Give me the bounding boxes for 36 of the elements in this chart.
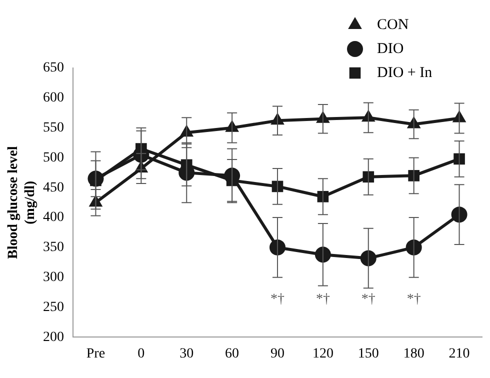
point [408, 170, 420, 182]
x-tick-label: 180 [403, 346, 424, 362]
point [270, 239, 286, 256]
annotation: *† [361, 292, 376, 307]
y-tick-label: 300 [43, 270, 64, 286]
x-tick-label: 210 [448, 346, 470, 362]
point [451, 206, 468, 223]
x-tick-label: Pre [86, 346, 106, 362]
y-tick-label: 550 [43, 120, 64, 136]
point [360, 250, 376, 266]
annotation: *† [316, 292, 330, 307]
point [314, 246, 331, 263]
y-tick-label: 500 [43, 150, 64, 166]
y-tick-label: 600 [43, 90, 64, 106]
annotation: *† [406, 292, 421, 307]
y-tick-label: 350 [43, 240, 64, 256]
y-tick-label: 450 [43, 180, 64, 196]
legend-label: CON [377, 16, 409, 33]
annotation: *† [270, 292, 284, 307]
legend-label: DIO [377, 40, 404, 57]
point [317, 190, 329, 202]
y-axis-title: Blood glucose level (mg/dl) [6, 146, 38, 259]
x-tick-label: 150 [358, 346, 379, 362]
y-tick-label: 400 [43, 210, 64, 226]
x-tick-label: 30 [180, 346, 194, 362]
x-tick-label: 120 [312, 346, 334, 362]
point [362, 171, 374, 183]
x-tick-label: 60 [225, 346, 240, 362]
y-tick-label: 200 [43, 330, 64, 345]
y-tick-label: 650 [43, 60, 64, 76]
point [454, 153, 465, 165]
y-tick-label: 250 [43, 300, 64, 315]
x-tick-label: 0 [138, 346, 145, 362]
legend-label: DIO + In [377, 64, 433, 81]
point [406, 239, 422, 256]
x-tick-label: 90 [270, 346, 284, 362]
